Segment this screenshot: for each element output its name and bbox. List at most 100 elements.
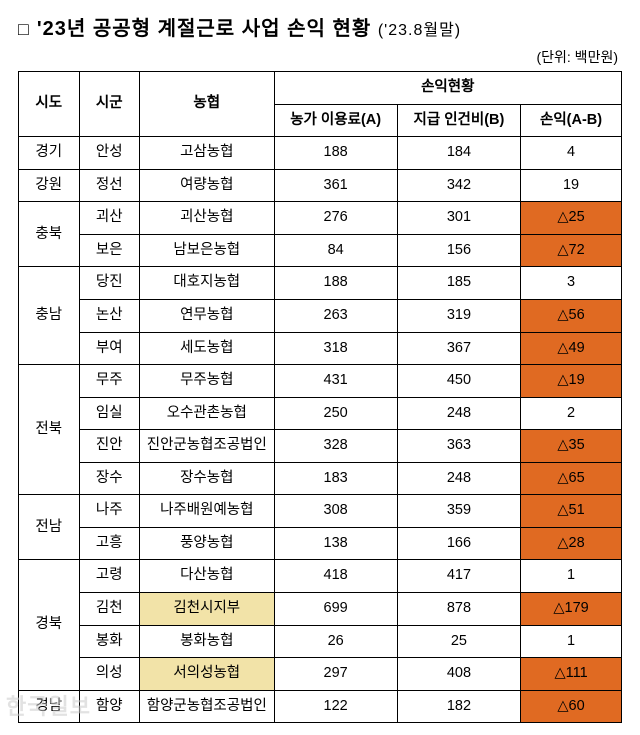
cell-sido: 전북 [19,365,80,495]
table-row: 김천김천시지부699878△179 [19,593,622,626]
cell-sido: 충북 [19,202,80,267]
cell-fee-a: 308 [274,495,397,528]
cell-labor-b: 184 [397,137,520,170]
cell-coop: 봉화농협 [140,625,274,658]
cell-fee-a: 699 [274,593,397,626]
cell-pl: △35 [521,430,622,463]
cell-sigun: 논산 [79,299,140,332]
cell-sigun: 진안 [79,430,140,463]
th-pl-group: 손익현황 [274,72,621,105]
cell-coop: 함양군농협조공법인 [140,690,274,723]
cell-fee-a: 318 [274,332,397,365]
title-box-glyph: □ [18,19,29,40]
table-row: 고흥풍양농협138166△28 [19,527,622,560]
cell-coop: 연무농협 [140,299,274,332]
cell-pl: △179 [521,593,622,626]
cell-pl: 2 [521,397,622,430]
cell-fee-a: 250 [274,397,397,430]
page-title-row: □ '23년 공공형 계절근로 사업 손익 현황 ('23.8월말) [18,12,622,41]
th-labor-b: 지급 인건비(B) [397,104,520,137]
cell-sido: 강원 [19,169,80,202]
title-sub: ('23.8월말) [378,22,461,39]
cell-coop: 다산농협 [140,560,274,593]
cell-sigun: 장수 [79,462,140,495]
cell-sido: 전남 [19,495,80,560]
cell-fee-a: 328 [274,430,397,463]
cell-sigun: 봉화 [79,625,140,658]
table-row: 봉화봉화농협26251 [19,625,622,658]
cell-labor-b: 25 [397,625,520,658]
page-title: '23년 공공형 계절근로 사업 손익 현황 ('23.8월말) [37,12,461,41]
cell-fee-a: 84 [274,234,397,267]
cell-sigun: 임실 [79,397,140,430]
table-row: 장수장수농협183248△65 [19,462,622,495]
table-body: 경기안성고삼농협1881844강원정선여량농협36134219충북괴산괴산농협2… [19,137,622,723]
cell-pl: 19 [521,169,622,202]
cell-sigun: 괴산 [79,202,140,235]
cell-sigun: 고령 [79,560,140,593]
cell-labor-b: 156 [397,234,520,267]
table-head: 시도 시군 농협 손익현황 농가 이용료(A) 지급 인건비(B) 손익(A-B… [19,72,622,137]
cell-labor-b: 248 [397,397,520,430]
cell-coop: 세도농협 [140,332,274,365]
cell-sigun: 안성 [79,137,140,170]
cell-coop: 무주농협 [140,365,274,398]
cell-pl: △65 [521,462,622,495]
table-row: 충남당진대호지농협1881853 [19,267,622,300]
cell-sido: 경북 [19,560,80,690]
cell-fee-a: 138 [274,527,397,560]
cell-pl: △49 [521,332,622,365]
cell-coop: 장수농협 [140,462,274,495]
cell-sigun: 김천 [79,593,140,626]
cell-labor-b: 248 [397,462,520,495]
cell-labor-b: 450 [397,365,520,398]
cell-labor-b: 319 [397,299,520,332]
cell-labor-b: 166 [397,527,520,560]
table-row: 보은남보은농협84156△72 [19,234,622,267]
table-row: 부여세도농협318367△49 [19,332,622,365]
cell-fee-a: 431 [274,365,397,398]
cell-fee-a: 122 [274,690,397,723]
cell-pl: △51 [521,495,622,528]
cell-coop: 오수관촌농협 [140,397,274,430]
cell-sigun: 보은 [79,234,140,267]
th-sido: 시도 [19,72,80,137]
cell-pl: △25 [521,202,622,235]
cell-coop: 나주배원예농협 [140,495,274,528]
table-row: 충북괴산괴산농협276301△25 [19,202,622,235]
cell-labor-b: 185 [397,267,520,300]
cell-coop: 고삼농협 [140,137,274,170]
th-coop: 농협 [140,72,274,137]
cell-pl: △19 [521,365,622,398]
cell-fee-a: 418 [274,560,397,593]
cell-fee-a: 183 [274,462,397,495]
cell-sigun: 나주 [79,495,140,528]
cell-fee-a: 361 [274,169,397,202]
unit-label: (단위: 백만원) [18,47,618,67]
cell-labor-b: 182 [397,690,520,723]
th-sigun: 시군 [79,72,140,137]
cell-sigun: 정선 [79,169,140,202]
profit-loss-table: 시도 시군 농협 손익현황 농가 이용료(A) 지급 인건비(B) 손익(A-B… [18,71,622,723]
table-row: 강원정선여량농협36134219 [19,169,622,202]
table-row: 경기안성고삼농협1881844 [19,137,622,170]
th-fee-a: 농가 이용료(A) [274,104,397,137]
cell-sigun: 의성 [79,658,140,691]
cell-fee-a: 263 [274,299,397,332]
cell-sido: 경남 [19,690,80,723]
cell-sido: 충남 [19,267,80,365]
cell-fee-a: 188 [274,137,397,170]
cell-coop: 서의성농협 [140,658,274,691]
cell-fee-a: 26 [274,625,397,658]
table-row: 경북고령다산농협4184171 [19,560,622,593]
cell-sigun: 무주 [79,365,140,398]
cell-fee-a: 188 [274,267,397,300]
table-row: 논산연무농협263319△56 [19,299,622,332]
cell-pl: △28 [521,527,622,560]
cell-pl: △56 [521,299,622,332]
cell-coop: 괴산농협 [140,202,274,235]
cell-sigun: 함양 [79,690,140,723]
cell-sigun: 당진 [79,267,140,300]
cell-pl: △111 [521,658,622,691]
cell-labor-b: 359 [397,495,520,528]
